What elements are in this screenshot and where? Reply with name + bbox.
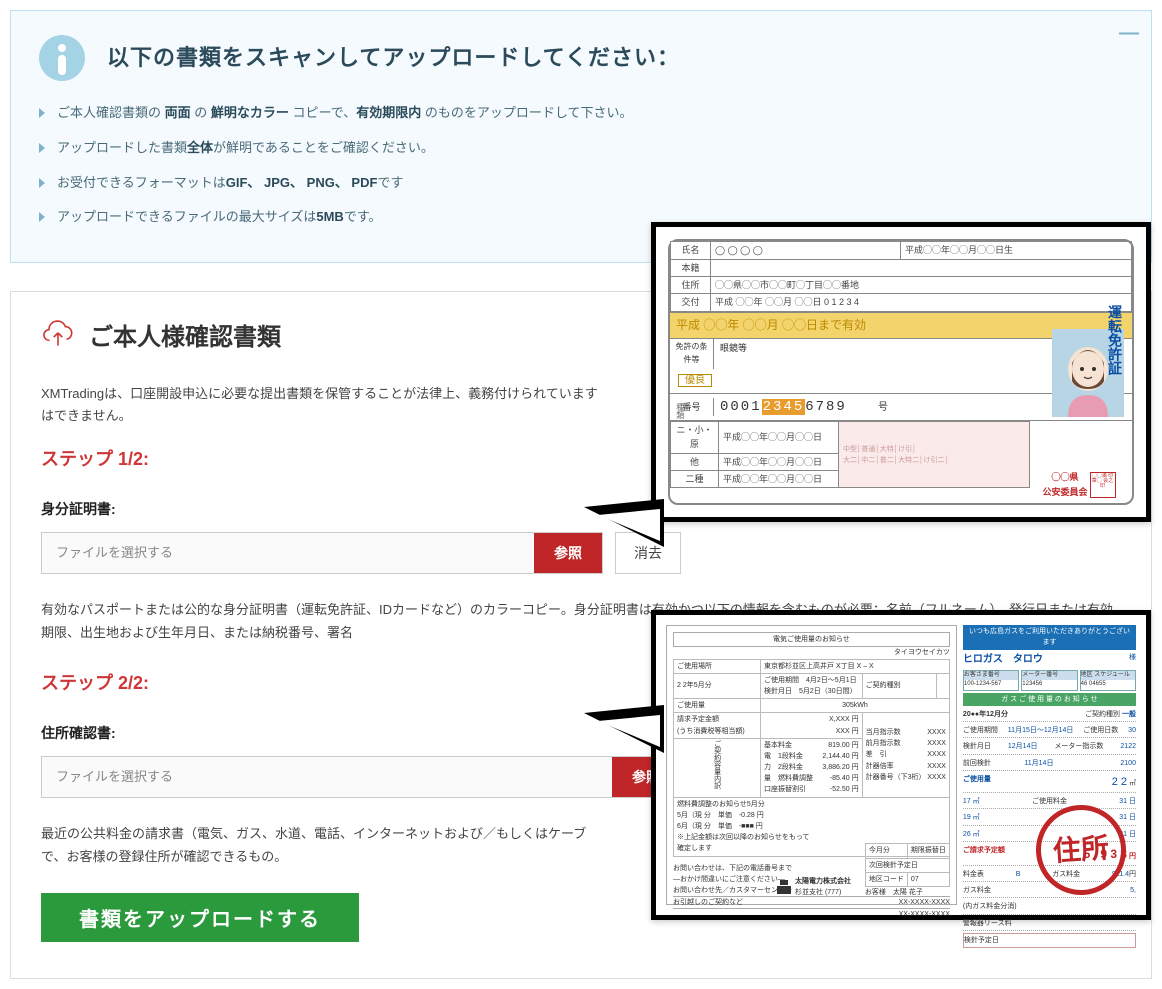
callout-pointer-icon xyxy=(584,499,664,547)
addr-file-row: ファイルを選択する 参照 xyxy=(41,756,681,798)
bill-example-callout: 電気ご使用量のお知らせ タイヨウセイカツ ご使用場所東京都杉並区上高井戸 X丁目… xyxy=(651,610,1151,920)
info-bullet: アップロードした書類全体が鮮明であることをご確認ください。 xyxy=(39,138,1123,159)
addr-file-placeholder: ファイルを選択する xyxy=(42,757,612,797)
info-header: 以下の書類をスキャンしてアップロードしてください： xyxy=(39,35,1123,81)
addr-file-input[interactable]: ファイルを選択する 参照 xyxy=(41,756,681,798)
license-example-callout: 氏名◯ ◯ ◯ ◯平成◯◯年◯◯月◯◯日生 本籍 住所◯◯県◯◯市◯◯町◯丁目◯… xyxy=(651,222,1151,522)
triangle-icon xyxy=(39,178,45,188)
triangle-icon xyxy=(39,212,45,222)
info-title: 以下の書類をスキャンしてアップロードしてください： xyxy=(107,40,680,75)
form-title: ご本人様確認書類 xyxy=(89,319,281,357)
submit-button[interactable]: 書類をアップロードする xyxy=(41,893,359,942)
info-bullet: お受付できるフォーマットはGIF、 JPG、 PNG、 PDFです xyxy=(39,173,1123,194)
triangle-icon xyxy=(39,108,45,118)
license-card: 氏名◯ ◯ ◯ ◯平成◯◯年◯◯月◯◯日生 本籍 住所◯◯県◯◯市◯◯町◯丁目◯… xyxy=(668,239,1134,505)
collapse-icon[interactable]: — xyxy=(1119,17,1139,49)
upload-icon xyxy=(41,318,75,358)
form-panel: ご本人様確認書類 XMTradingは、口座開設申込に必要な提出書類を保管するこ… xyxy=(10,291,1152,979)
utility-bill: 電気ご使用量のお知らせ タイヨウセイカツ ご使用場所東京都杉並区上高井戸 X丁目… xyxy=(666,625,1136,905)
triangle-icon xyxy=(39,143,45,153)
info-bullet: ご本人確認書類の 両面 の 鮮明なカラー コピーで、有効期限内 のものをアップロ… xyxy=(39,103,1123,124)
id-file-placeholder: ファイルを選択する xyxy=(42,533,534,573)
info-icon xyxy=(39,35,85,81)
id-file-input[interactable]: ファイルを選択する 参照 xyxy=(41,532,603,574)
callout-pointer-icon xyxy=(584,705,664,753)
